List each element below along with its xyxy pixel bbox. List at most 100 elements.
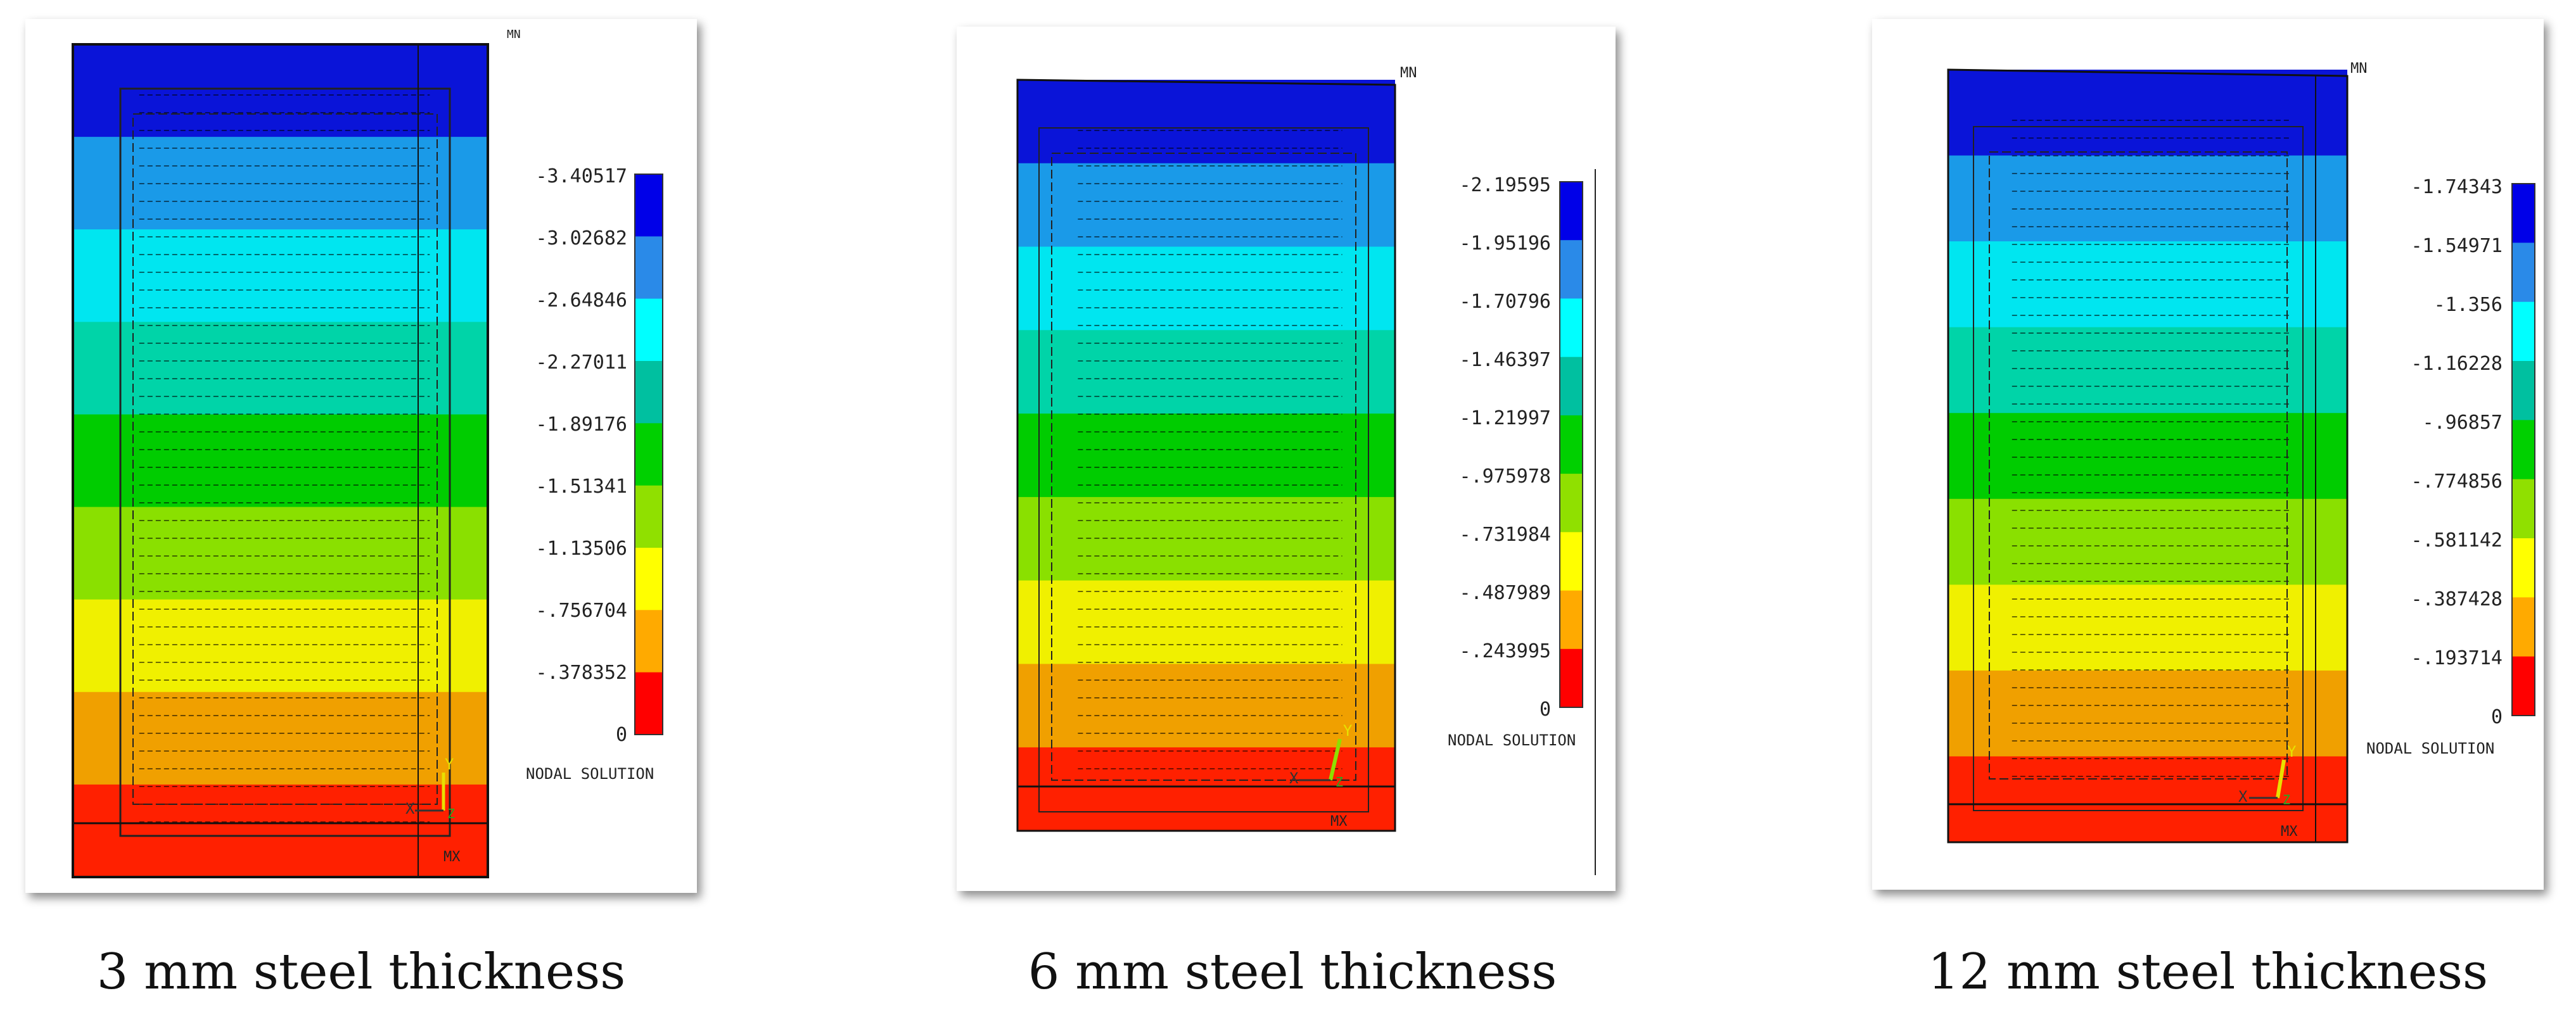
contour-plot-12mm: -1.74343 -1.54971 -1.356 -1.16228 -.9685… — [1947, 61, 2535, 843]
mesh-lines — [2012, 120, 2292, 777]
legend-swatch — [2512, 301, 2535, 362]
legend-label: 0 — [1540, 698, 1551, 721]
legend-swatch — [635, 174, 663, 237]
nodal-solution-label: NODAL SOLUTION — [1448, 731, 1576, 749]
legend-label: -1.16228 — [2411, 353, 2503, 375]
legend-swatch — [1560, 357, 1583, 416]
contour-band — [1017, 414, 1395, 498]
mx-marker: MX — [2281, 824, 2298, 840]
legend-swatch — [1560, 240, 1583, 299]
contour-band — [1948, 498, 2347, 586]
legend-swatch — [2512, 656, 2535, 716]
contour-band — [1017, 330, 1395, 415]
legend-frame — [1559, 181, 1583, 708]
contour-band — [1017, 246, 1395, 331]
legend-label: -1.74343 — [2411, 176, 2503, 198]
contour-plot-6mm: -2.19595 -1.95196 -1.70796 -1.46397 -1.2… — [1016, 65, 1596, 875]
contour-band — [1948, 155, 2347, 243]
legend-frame — [2511, 183, 2535, 716]
legend-swatch — [2512, 243, 2535, 303]
contour-band — [73, 229, 488, 323]
legend-label: -.581142 — [2411, 529, 2503, 552]
contour-band — [1948, 327, 2347, 414]
legend-label: -1.51341 — [536, 476, 628, 498]
legend-label: -1.89176 — [536, 414, 628, 436]
axis-y-label: Y — [1343, 722, 1353, 740]
axis-x-label: X — [405, 800, 415, 818]
coordinate-triad: Y X Z — [2238, 743, 2297, 807]
contour-band — [1948, 241, 2347, 328]
axis-x-label: X — [2238, 788, 2248, 805]
legend-label: 0 — [616, 724, 627, 746]
legend-label: -.487989 — [1460, 582, 1552, 604]
legend-bar — [634, 174, 663, 735]
legend-label: -.756704 — [536, 600, 628, 622]
legend-swatch — [635, 423, 663, 486]
legend-label: -.243995 — [1460, 640, 1552, 662]
legend-swatch — [1560, 648, 1583, 708]
mn-marker: MN — [1400, 65, 1417, 81]
legend-label: -1.54971 — [2411, 235, 2503, 257]
legend-label: -1.356 — [2434, 294, 2503, 316]
legend-swatch — [2512, 597, 2535, 657]
contour-band — [73, 692, 488, 785]
legend-label: -1.13506 — [536, 538, 628, 560]
legend-swatch — [1560, 415, 1583, 474]
mesh-lines — [139, 94, 430, 823]
model-outline — [72, 43, 489, 878]
legend-frame — [634, 174, 663, 735]
model-bands — [73, 44, 488, 878]
legend-labels: -2.19595 -1.95196 -1.70796 -1.46397 -1.2… — [1460, 174, 1552, 721]
caption-6mm: 6 mm steel thickness — [1028, 944, 1557, 1001]
mesh-lines — [1078, 130, 1342, 769]
legend-swatch — [635, 548, 663, 610]
legend-label: -.96857 — [2423, 412, 2503, 434]
legend-label: 0 — [2491, 706, 2503, 728]
legend-swatch — [635, 485, 663, 548]
nodal-solution-label: NODAL SOLUTION — [526, 765, 654, 783]
legend-swatch — [2512, 538, 2535, 598]
legend-label: -2.27011 — [536, 351, 628, 374]
axis-z-label: Z — [1336, 774, 1343, 790]
legend-label: -2.19595 — [1460, 174, 1552, 196]
contour-band — [73, 599, 488, 693]
contour-band — [1948, 670, 2347, 757]
legend-label: -1.21997 — [1460, 407, 1552, 429]
legend-swatch — [1560, 298, 1583, 358]
legend-swatch — [1560, 182, 1583, 241]
axis-y-label: Y — [2287, 743, 2297, 761]
coordinate-triad: Y X Z — [1289, 722, 1353, 790]
contour-panel-12mm: -1.74343 -1.54971 -1.356 -1.16228 -.9685… — [1872, 19, 2544, 890]
contour-band — [73, 44, 488, 138]
contour-panel-3mm: -3.40517 -3.02682 -2.64846 -2.27011 -1.8… — [25, 19, 697, 893]
legend-label: -.975978 — [1460, 465, 1552, 488]
contour-band — [1017, 580, 1395, 665]
contour-band — [73, 784, 488, 878]
legend-labels: -3.40517 -3.02682 -2.64846 -2.27011 -1.8… — [536, 165, 628, 746]
mx-marker: MX — [1330, 814, 1348, 830]
contour-band — [1948, 413, 2347, 500]
legend-swatch — [635, 610, 663, 673]
contour-band — [1017, 496, 1395, 581]
legend-label: -.387428 — [2411, 588, 2503, 610]
nodal-solution-label: NODAL SOLUTION — [2366, 740, 2494, 757]
model-outline — [1947, 68, 2349, 843]
legend-labels: -1.74343 -1.54971 -1.356 -1.16228 -.9685… — [2411, 176, 2503, 728]
legend-label: -.378352 — [536, 662, 628, 684]
legend-swatch — [2512, 361, 2535, 420]
legend-label: -.193714 — [2411, 647, 2503, 669]
contour-band — [73, 414, 488, 508]
legend-swatch — [1560, 474, 1583, 533]
legend-swatch — [635, 672, 663, 735]
coordinate-triad: Y X Z — [405, 755, 455, 821]
legend-label: -1.70796 — [1460, 291, 1552, 313]
contour-plot-3mm: -3.40517 -3.02682 -2.64846 -2.27011 -1.8… — [72, 28, 663, 878]
axis-z-label: Z — [447, 806, 455, 821]
caption-12mm: 12 mm steel thickness — [1927, 944, 2489, 1001]
mx-marker: MX — [443, 849, 461, 865]
legend-label: -1.95196 — [1460, 232, 1552, 255]
contour-band — [1017, 747, 1395, 831]
caption-3mm: 3 mm steel thickness — [96, 944, 626, 1001]
legend-label: -2.64846 — [536, 289, 628, 312]
legend-swatch — [1560, 590, 1583, 650]
